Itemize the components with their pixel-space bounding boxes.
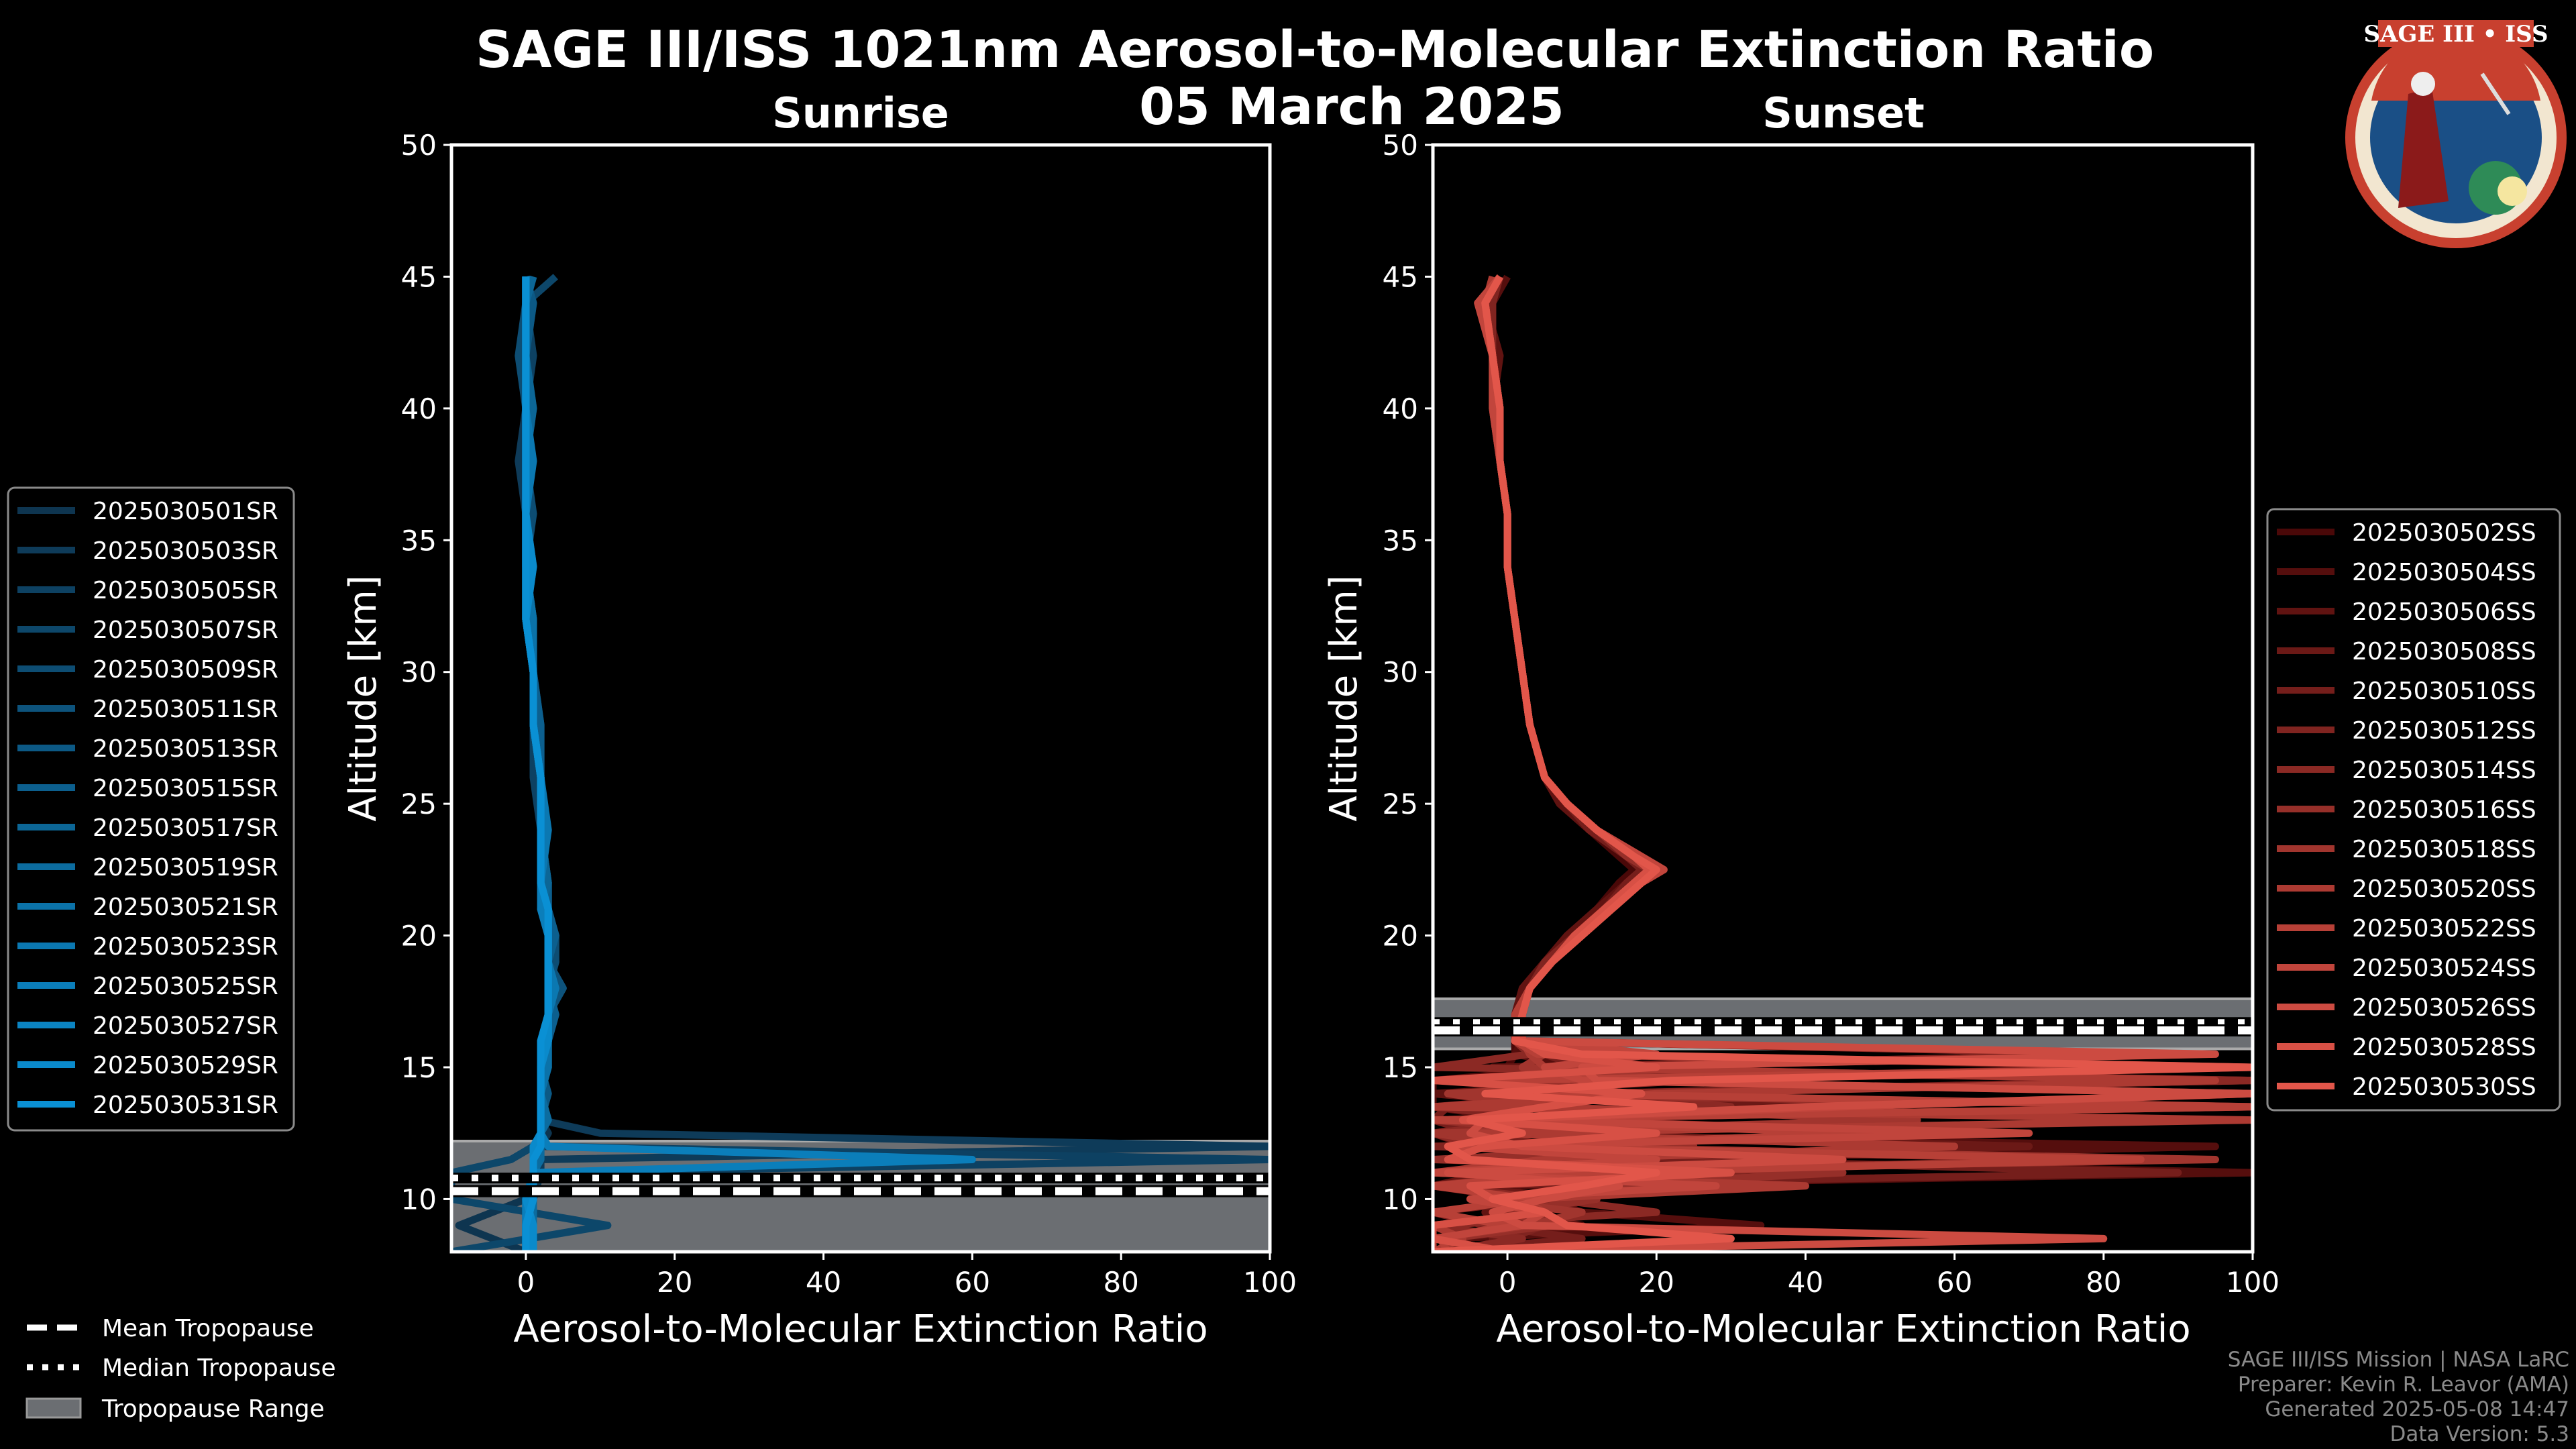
sunset-legend-label: 2025030508SS (2352, 638, 2536, 665)
sunrise-x-tick-label: 0 (517, 1266, 535, 1299)
sunset-legend-label: 2025030528SS (2352, 1034, 2536, 1061)
sunrise-legend-label: 2025030519SR (93, 854, 278, 881)
sunrise-legend-label: 2025030531SR (93, 1091, 278, 1119)
sunset-x-tick-label: 40 (1788, 1266, 1823, 1299)
sunrise-y-tick-label: 15 (401, 1051, 437, 1084)
sunset-legend-label: 2025030504SS (2352, 559, 2536, 586)
sunrise-axes-frame (449, 143, 1272, 1254)
mean-tropopause-label: Mean Tropopause (102, 1315, 314, 1342)
sunrise-x-axis-label: Aerosol-to-Molecular Extinction Ratio (513, 1307, 1208, 1351)
sunset-x-axis-label: Aerosol-to-Molecular Extinction Ratio (1496, 1307, 2190, 1351)
sunrise-legend-label: 2025030507SR (93, 616, 278, 644)
sunrise-legend: 2025030501SR 2025030503SR 2025030505SR 2025… (7, 486, 295, 1132)
sunrise-legend-label: 2025030503SR (93, 537, 278, 565)
sunset-x-tick-label: 80 (2086, 1266, 2121, 1299)
footer-generated: Generated 2025-05-08 14:47 (2265, 1397, 2569, 1421)
sunset-x-tick-label: 60 (1937, 1266, 1972, 1299)
sunset-y-tick-label: 25 (1383, 788, 1418, 820)
footer-mission: SAGE III/ISS Mission | NASA LaRC (2228, 1348, 2569, 1372)
sunset-y-axis-label: Altitude [km] (1322, 575, 1366, 821)
sunrise-title: Sunrise (772, 89, 949, 138)
sunset-legend-label: 2025030502SS (2352, 519, 2536, 547)
sunset-legend-frame (2266, 508, 2561, 1112)
tropopause-range-swatch (25, 1397, 82, 1419)
sunset-y-tick-label: 15 (1383, 1051, 1418, 1084)
sunset-legend-label: 2025030506SS (2352, 598, 2536, 626)
sunset-y-tick-label: 20 (1383, 920, 1418, 953)
sunset-y-tick-label: 30 (1383, 656, 1418, 689)
sunrise-series-line-2025030531SR (522, 276, 552, 1252)
sunrise-legend-frame (7, 486, 295, 1132)
sunrise-legend-label: 2025030525SR (93, 973, 278, 1000)
sunrise-x-tick-label: 80 (1103, 1266, 1138, 1299)
sunset-y-tick-label: 40 (1383, 392, 1418, 425)
sunrise-legend-label: 2025030513SR (93, 735, 278, 763)
footer-credits: SAGE III/ISS Mission | NASA LaRC Prepare… (2228, 1348, 2569, 1446)
sunset-y-tick-label: 50 (1383, 129, 1418, 162)
sunset-x-tick-label: 100 (2226, 1266, 2279, 1299)
svg-text:SAGE III • ISS: SAGE III • ISS (2363, 21, 2548, 48)
sunset-title: Sunset (1762, 89, 1925, 138)
sunset-y-tick-label: 45 (1383, 260, 1418, 293)
sunrise-y-tick-label: 25 (401, 788, 437, 820)
tropopause-range-label: Tropopause Range (101, 1395, 325, 1423)
sunset-legend-label: 2025030520SS (2352, 875, 2536, 903)
sunset-y-tick-label: 35 (1383, 524, 1418, 557)
sunrise-series-line-2025030505SR (522, 276, 1270, 1252)
sage-iii-iss-logo: SAGE III • ISS (2345, 20, 2567, 248)
sunrise-legend-label: 2025030523SR (93, 933, 278, 961)
sunset-y-tick-label: 10 (1383, 1183, 1418, 1216)
sunset-legend-label: 2025030530SS (2352, 1073, 2536, 1101)
sunset-x-tick-label: 20 (1639, 1266, 1674, 1299)
footer-version: Data Version: 5.3 (2390, 1422, 2569, 1446)
sunset-legend-label: 2025030510SS (2352, 678, 2536, 705)
sunrise-x-tick-label: 20 (657, 1266, 692, 1299)
sunrise-y-axis-label: Altitude [km] (341, 575, 385, 821)
sunset-legend: 2025030502SS 2025030504SS 2025030506SS 2025… (2266, 508, 2561, 1112)
sunset-legend-label: 2025030514SS (2352, 757, 2536, 784)
sunrise-series-line-2025030503SR (515, 275, 1270, 1252)
sunset-legend-label: 2025030524SS (2352, 955, 2536, 982)
sunrise-y-tick-label: 10 (401, 1183, 437, 1216)
sunset-legend-label: 2025030518SS (2352, 836, 2536, 863)
main-title: SAGE III/ISS 1021nm Aerosol-to-Molecular… (476, 19, 2154, 79)
sunrise-y-tick-label: 50 (401, 129, 437, 162)
sunrise-legend-label: 2025030517SR (93, 814, 278, 842)
sunrise-legend-label: 2025030515SR (93, 775, 278, 802)
sunset-plot: 0 20 40 60 80 100 10 15 20 25 30 35 40 45 50 (1383, 129, 2280, 1299)
sunset-x-tick-label: 0 (1499, 1266, 1517, 1299)
date-title: 05 March 2025 (1139, 76, 1564, 136)
sunset-legend-label: 2025030512SS (2352, 717, 2536, 745)
sunrise-legend-label: 2025030527SR (93, 1012, 278, 1040)
sunset-legend-label: 2025030522SS (2352, 915, 2536, 943)
sunset-legend-label: 2025030526SS (2352, 994, 2536, 1022)
sunrise-x-tick-label: 40 (806, 1266, 841, 1299)
median-tropopause-label: Median Tropopause (102, 1354, 336, 1382)
footer-preparer: Preparer: Kevin R. Leavor (AMA) (2238, 1373, 2569, 1397)
sunset-legend-label: 2025030516SS (2352, 796, 2536, 824)
sunrise-legend-label: 2025030505SR (93, 577, 278, 604)
sunrise-plot: 0 20 40 60 80 100 10 15 20 25 30 35 40 45 50 (401, 129, 1297, 1299)
sunrise-legend-label: 2025030529SR (93, 1052, 278, 1079)
sunrise-plot-area (451, 274, 1270, 1252)
sunrise-legend-label: 2025030509SR (93, 656, 278, 684)
sunrise-y-tick-label: 40 (401, 392, 437, 425)
sunset-plot-area (1433, 274, 2253, 1252)
tropopause-legend: Mean Tropopause Median Tropopause Tropop… (25, 1315, 336, 1423)
sunset-series-line-2025030530SS (1433, 274, 2253, 1252)
sunset-axes-frame (1431, 143, 2255, 1254)
sunrise-x-tick-label: 60 (955, 1266, 990, 1299)
sunrise-legend-label: 2025030521SR (93, 894, 278, 921)
sunrise-y-tick-label: 45 (401, 260, 437, 293)
sunrise-x-tick-label: 100 (1243, 1266, 1297, 1299)
sunrise-legend-label: 2025030501SR (93, 498, 278, 525)
sunrise-y-tick-label: 20 (401, 920, 437, 953)
sunrise-series-line-2025030525SR (522, 276, 976, 1252)
sunrise-y-tick-label: 30 (401, 656, 437, 689)
sunrise-legend-label: 2025030511SR (93, 696, 278, 723)
sunrise-y-tick-label: 35 (401, 524, 437, 557)
